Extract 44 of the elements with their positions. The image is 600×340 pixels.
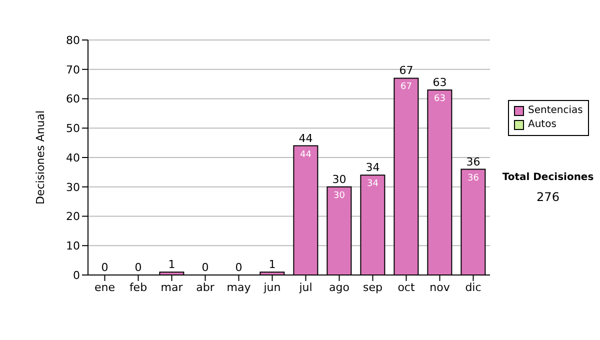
y-axis-title: Decisiones Anual [34, 110, 47, 205]
x-tick-label: oct [398, 280, 416, 294]
y-tick-label: 10 [66, 240, 80, 253]
x-tick-label: ago [329, 280, 350, 294]
legend-label: Autos [528, 118, 556, 132]
total-label: 0 [235, 261, 242, 274]
y-tick-label: 30 [66, 180, 80, 194]
total-label: 34 [366, 161, 380, 174]
data-label: 44 [300, 150, 312, 160]
total-label: 0 [134, 261, 142, 274]
total-label: 30 [332, 172, 346, 186]
x-tick-label: may [226, 280, 252, 294]
text: 276 [536, 190, 560, 204]
y-tick-label: 50 [66, 122, 80, 136]
data-label: 67 [400, 82, 412, 92]
y-tick-label: 20 [66, 210, 80, 224]
total-label: 0 [202, 261, 209, 274]
data-label: 36 [468, 173, 480, 184]
x-tick-label: abr [196, 280, 215, 294]
x-tick-label: mar [160, 280, 184, 294]
total-label: 1 [168, 258, 176, 272]
data-label: 63 [434, 94, 446, 104]
y-tick-label: 80 [66, 34, 80, 47]
x-tick-label: feb [129, 280, 148, 294]
text: Total Decisiones [501, 172, 595, 183]
x-tick-label: jul [298, 280, 312, 294]
x-tick-label: nov [430, 280, 450, 294]
total-label: 36 [466, 155, 480, 168]
total-label: 44 [298, 132, 313, 145]
y-tick-label: 70 [66, 63, 80, 76]
legend-label: Sentencias [528, 104, 583, 118]
x-tick-label: dic [465, 280, 482, 294]
total-label: 67 [399, 64, 414, 78]
total-label: 63 [432, 76, 447, 89]
y-tick-label: 60 [66, 92, 80, 106]
x-tick-label: jun [262, 280, 281, 294]
y-tick-label: 40 [66, 151, 80, 164]
y-tick-label: 0 [73, 268, 80, 282]
total-label: 0 [101, 261, 108, 274]
data-label: 30 [334, 190, 346, 201]
x-tick-label: ene [94, 280, 116, 294]
data-label: 34 [367, 179, 379, 190]
total-label: 1 [268, 258, 276, 272]
x-tick-label: sep [363, 280, 383, 294]
